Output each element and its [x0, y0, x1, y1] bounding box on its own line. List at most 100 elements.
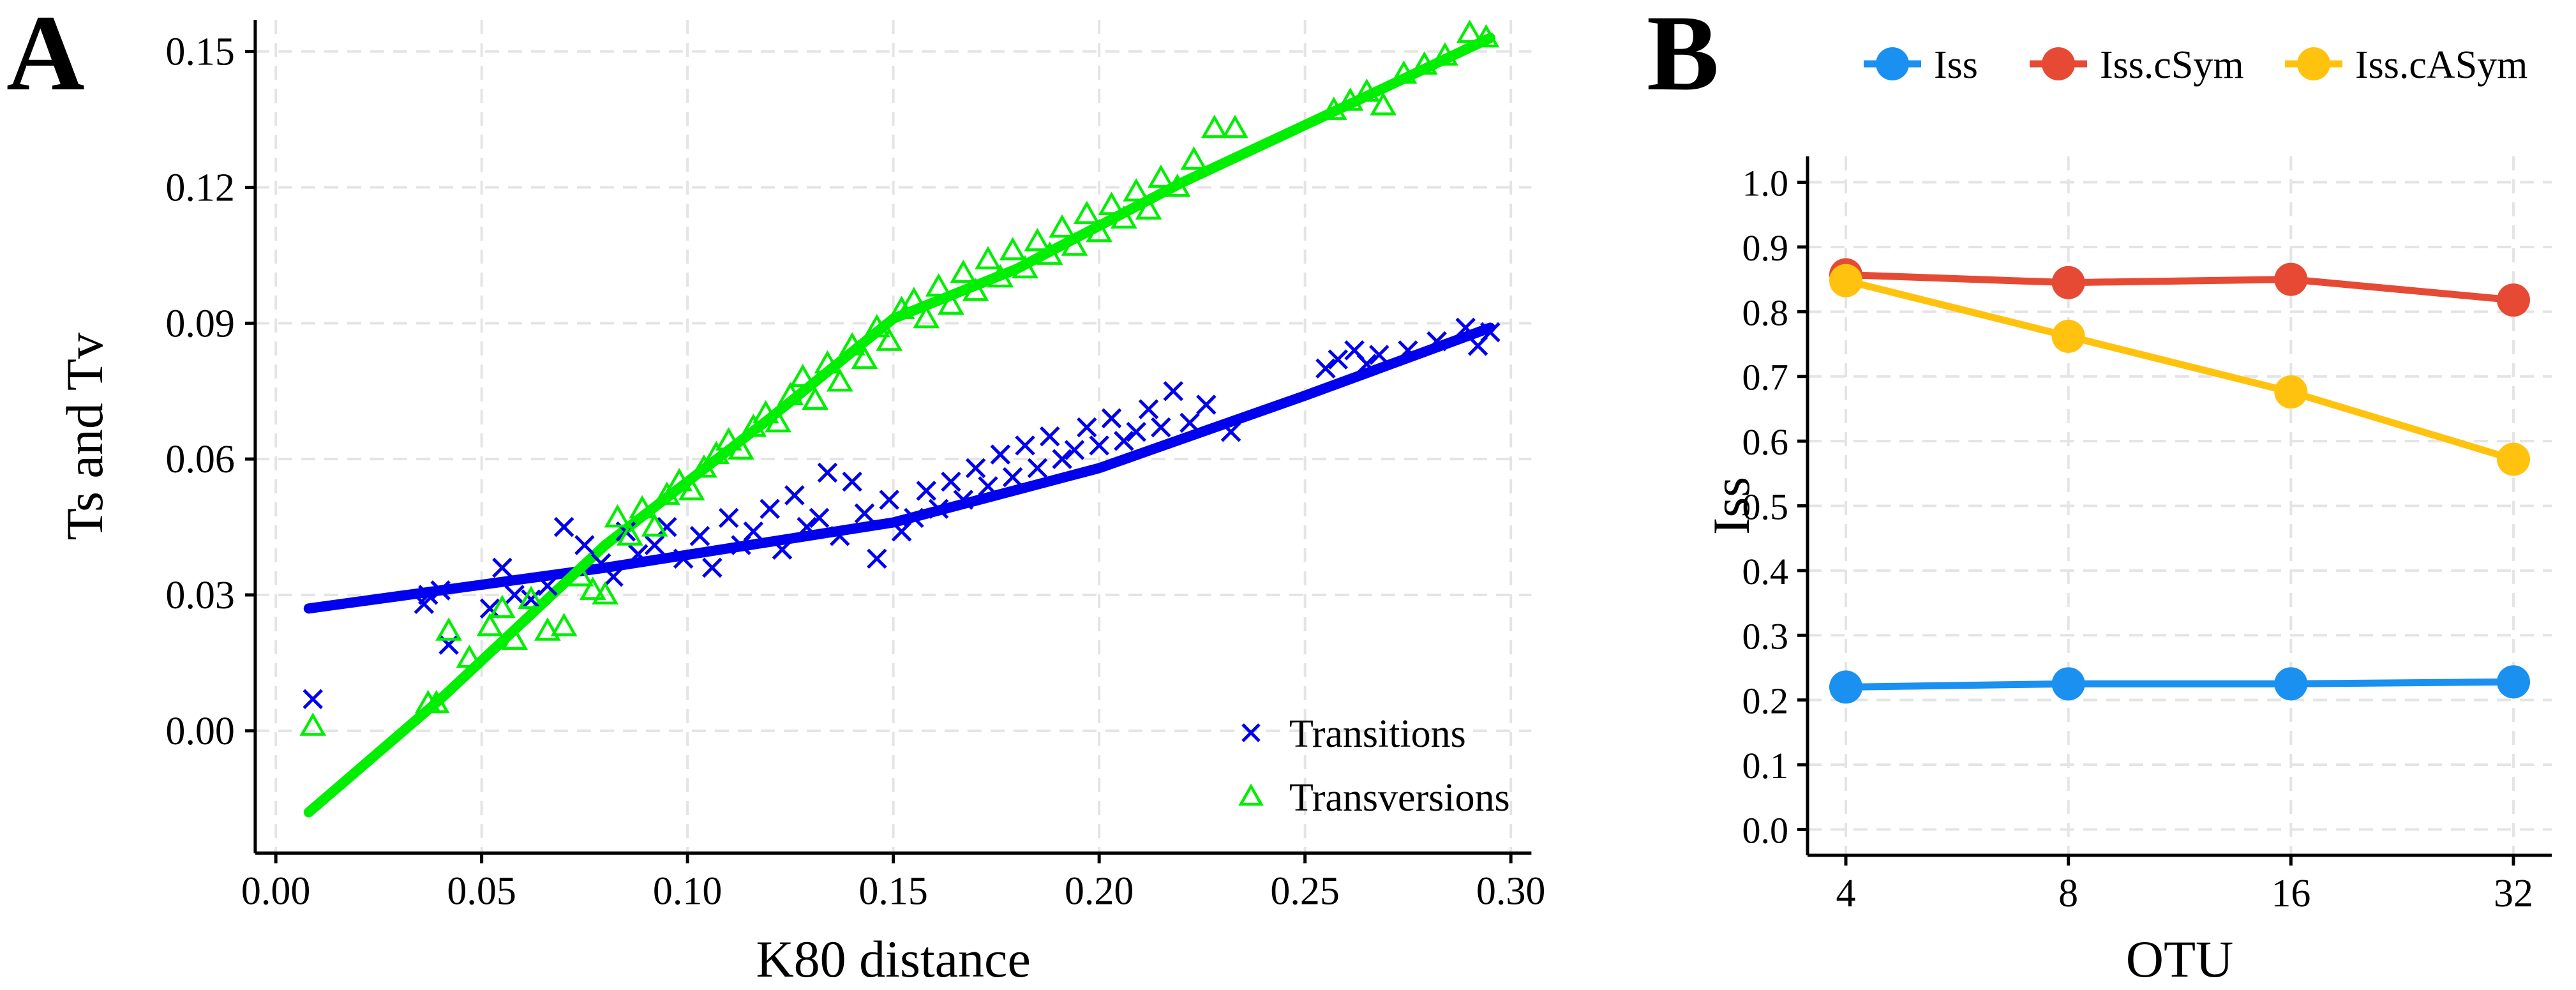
panel-b-line-iss — [1845, 678, 2514, 691]
transversions-point — [1353, 78, 1381, 102]
transitions-point — [941, 471, 961, 492]
transitions-point — [644, 535, 665, 555]
legend-transitions-x-icon — [1241, 723, 1261, 742]
panel-b-point-iss — [2051, 667, 2085, 701]
transversions-point — [1148, 164, 1174, 188]
transitions-point — [1196, 394, 1217, 415]
panel-a-x-tick-label: 0.10 — [653, 869, 723, 913]
transversions-point — [1073, 200, 1100, 225]
transversions-point — [1061, 232, 1088, 256]
transitions-point — [978, 476, 998, 497]
transversions-point — [616, 522, 643, 546]
transitions-point — [479, 598, 500, 619]
transitions-point — [1356, 354, 1377, 374]
panel-b-x-tick-label: 16 — [2271, 872, 2310, 915]
transitions-point — [627, 544, 648, 564]
transversions-point — [592, 581, 619, 605]
transitions-point — [1179, 412, 1200, 433]
transitions-point — [1138, 399, 1159, 419]
transversions-point — [666, 468, 693, 491]
transversions-point — [579, 576, 606, 600]
transversions-point — [777, 382, 804, 405]
panel-b-point-iss-csym — [2497, 283, 2530, 317]
transitions-point — [1398, 340, 1418, 361]
transversions-point — [703, 440, 730, 465]
transversions-point — [1036, 241, 1063, 265]
transversions-point — [1024, 228, 1051, 251]
transversions-point — [691, 454, 717, 478]
transitions-point — [854, 503, 875, 524]
legend-label-iss: Iss — [1934, 43, 1978, 87]
transversions-point — [728, 436, 754, 460]
transversions-point — [950, 259, 977, 283]
transitions-point — [797, 516, 817, 537]
transitions-point — [603, 566, 624, 587]
panel-a-tick-labels: 0.00 0.05 0.10 0.15 0.20 0.25 0.30 0.00 0.03 0.06… — [165, 31, 1545, 913]
transversions-point — [501, 626, 528, 650]
transversions-point — [604, 504, 631, 528]
transversions-point — [567, 563, 594, 587]
transversions-point — [1012, 255, 1038, 279]
transitions-point — [842, 471, 862, 492]
panel-b-line-iss-casym — [1845, 277, 2515, 463]
transversions-point — [476, 613, 504, 636]
transversions-point — [1456, 19, 1483, 43]
transversions-point — [1135, 196, 1162, 220]
transversions-point — [654, 481, 680, 505]
panel-a-y-tick-label: 0.12 — [165, 166, 235, 209]
transversions-point — [534, 617, 561, 641]
transitions-point — [809, 507, 830, 529]
panel-b-y-tick-label: 1.0 — [1742, 163, 1789, 204]
transitions-point — [718, 507, 739, 529]
transversions-point — [518, 585, 544, 610]
panel-b-point-iss-csym — [2274, 262, 2308, 296]
transversions-point — [876, 327, 903, 351]
transversions-point — [1123, 178, 1150, 202]
transversions-point — [299, 712, 327, 736]
transversions-point — [901, 287, 927, 310]
transitions-point — [303, 689, 323, 709]
panel-b-y-tick-label: 0.3 — [1742, 615, 1789, 657]
panel-b-y-axis-label: Iss — [1702, 477, 1760, 535]
transversions-point — [456, 644, 483, 668]
transversions-point — [863, 313, 890, 338]
panel-b-line-chart: 4 8 16 320.00.10.20.30.40.50.60.70.80.91.0 … — [1702, 43, 2552, 988]
transversions-point — [975, 246, 1001, 269]
transitions-point — [953, 490, 974, 510]
panel-b-line-iss-csym — [1845, 271, 2514, 304]
panel-b-point-iss-casym — [2274, 375, 2308, 409]
transitions-point — [673, 548, 694, 569]
transversions-point — [814, 350, 841, 374]
panel-a-y-tick-label: 0.09 — [165, 302, 235, 345]
transversions-point — [789, 363, 816, 387]
panel-b-y-tick-label: 0.2 — [1742, 680, 1789, 722]
panel-b-series-lines — [1829, 258, 2530, 704]
transitions-point — [772, 539, 793, 560]
transversions-point — [1086, 218, 1113, 243]
legend-transitions-label: Transitions — [1289, 712, 1466, 756]
panel-b-y-tick-label: 0.8 — [1742, 292, 1789, 333]
panel-a-grid — [255, 19, 1532, 853]
transitions-point — [1220, 421, 1241, 442]
transitions-point — [1015, 435, 1035, 456]
transitions-point — [1077, 417, 1097, 438]
legend-dot-iss-casym — [2297, 47, 2330, 80]
transversions-point — [938, 291, 964, 315]
panel-b-legend: Iss Iss.cSym Iss.cASym — [1864, 43, 2527, 87]
panel-b-y-tick-label: 0.0 — [1742, 809, 1789, 851]
transversions-point — [629, 495, 656, 519]
panel-b-point-iss-csym — [2051, 266, 2085, 299]
panel-b-y-tick-label: 0.7 — [1742, 357, 1789, 398]
transitions-point — [1052, 449, 1072, 469]
transversions-point — [1432, 42, 1458, 66]
transversions-point — [925, 273, 952, 297]
transitions-point — [1039, 426, 1060, 447]
transitions-point — [990, 444, 1011, 465]
transitions-point — [1368, 345, 1389, 365]
panel-a-x-tick-label: 0.25 — [1270, 869, 1340, 913]
transversions-point — [1370, 92, 1397, 116]
transitions-point — [817, 462, 838, 483]
transversions-point — [1222, 114, 1248, 139]
transitions-point — [867, 548, 887, 569]
panel-b-point-iss — [1829, 670, 1862, 704]
